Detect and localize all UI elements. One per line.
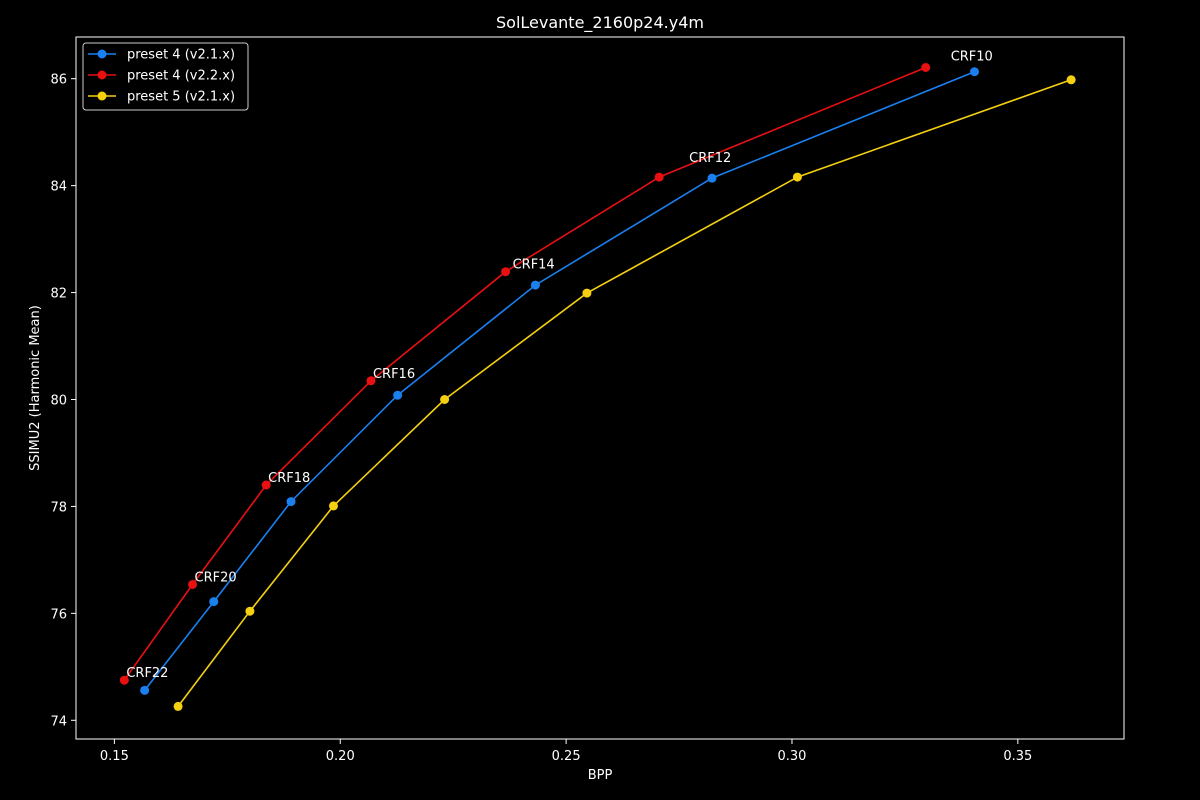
data-point (261, 480, 271, 490)
series-1 (140, 67, 979, 695)
plot-area (75, 36, 1125, 740)
x-tick-label: 0.25 (552, 749, 581, 764)
data-point (140, 685, 150, 695)
data-point (582, 288, 592, 298)
x-tick-label: 0.15 (100, 749, 129, 764)
legend-swatch-marker (97, 91, 107, 101)
y-tick-label: 78 (50, 500, 67, 515)
data-point (209, 597, 219, 607)
legend-entry: preset 4 (v2.2.x) (88, 69, 235, 84)
crf-annotation: CRF20 (195, 570, 237, 585)
legend-label: preset 4 (v2.1.x) (127, 48, 235, 63)
data-point (921, 62, 931, 72)
x-axis-label: BPP (588, 768, 613, 783)
series-layer (119, 62, 1076, 711)
y-tick-label: 82 (50, 287, 67, 302)
legend-entry: preset 5 (v2.1.x) (88, 90, 235, 105)
x-axis: 0.15 0.20 0.25 0.30 0.35 (100, 739, 1032, 764)
data-point (969, 67, 979, 77)
data-point (440, 394, 450, 404)
data-point (188, 579, 198, 589)
y-axis: 74 76 78 80 82 84 86 (50, 73, 76, 729)
series-2 (119, 62, 931, 685)
data-point (654, 172, 664, 182)
crf-annotation: CRF22 (126, 666, 168, 681)
data-point (792, 172, 802, 182)
legend-label: preset 5 (v2.1.x) (127, 90, 235, 105)
y-axis-label: SSIMU2 (Harmonic Mean) (28, 305, 43, 471)
crf-annotation: CRF14 (513, 258, 555, 273)
x-tick-label: 0.35 (1003, 749, 1032, 764)
legend-entry: preset 4 (v2.1.x) (88, 48, 235, 63)
legend: preset 4 (v2.1.x) preset 4 (v2.2.x) preset… (82, 42, 249, 111)
data-point (1066, 75, 1076, 85)
x-tick-label: 0.20 (326, 749, 355, 764)
y-tick-label: 80 (50, 393, 67, 408)
data-point (501, 267, 511, 277)
y-tick-label: 74 (50, 714, 67, 729)
crf-annotation: CRF12 (689, 151, 731, 166)
data-point (286, 497, 296, 507)
series-3 (173, 75, 1076, 711)
data-point (393, 390, 403, 400)
data-point (245, 606, 255, 616)
chart-title: SolLevante_2160p24.y4m (496, 13, 704, 33)
legend-box (82, 42, 249, 111)
annotation-layer: CRF22 CRF20 CRF18 CRF16 CRF14 CRF12 CRF10 (126, 49, 992, 681)
y-tick-label: 84 (50, 180, 67, 195)
data-point (707, 173, 717, 183)
data-point (328, 501, 338, 511)
y-tick-label: 86 (50, 73, 67, 88)
data-point (173, 701, 183, 711)
y-tick-label: 76 (50, 607, 67, 622)
data-point (530, 280, 540, 290)
legend-swatch-marker (97, 49, 107, 59)
legend-swatch-marker (97, 70, 107, 80)
crf-annotation: CRF10 (951, 49, 993, 64)
data-point (119, 675, 129, 685)
legend-label: preset 4 (v2.2.x) (127, 69, 235, 84)
crf-annotation: CRF18 (268, 471, 310, 486)
data-point (366, 376, 376, 386)
crf-annotation: CRF16 (373, 367, 415, 382)
x-tick-label: 0.30 (778, 749, 807, 764)
